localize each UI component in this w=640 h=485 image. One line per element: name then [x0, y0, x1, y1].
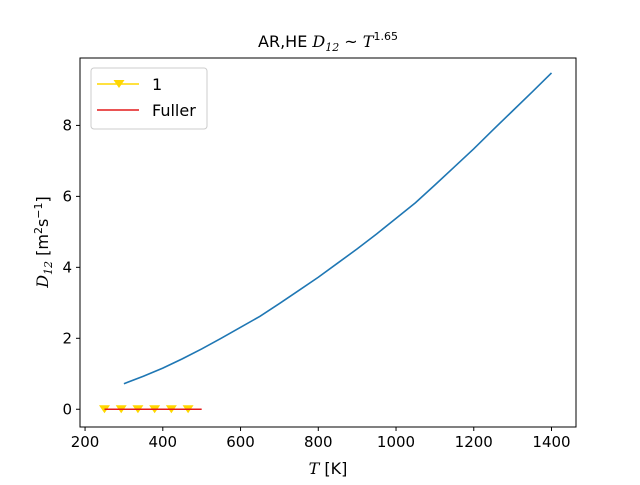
x-tick-label: 200: [71, 433, 100, 451]
x-tick-label: 1200: [455, 433, 493, 451]
y-axis-label: D12 [m2s−1]: [32, 196, 55, 289]
x-axis-label-unit: [K]: [319, 459, 347, 478]
title-rel: ~: [339, 32, 363, 51]
y-axis-label-sup1: 2: [32, 227, 45, 234]
x-tick-label: 1400: [532, 433, 570, 451]
y-axis-label-sup2: −1: [32, 202, 45, 218]
y-axis-label-unit-close: ]: [33, 196, 52, 202]
y-tick-label: 6: [62, 187, 72, 205]
title-base: T: [363, 32, 375, 51]
y-axis-label-sub: 12: [42, 261, 55, 275]
title-prefix: AR,HE: [258, 32, 312, 51]
data-point-marker: [98, 405, 110, 414]
y-axis-label-unit-mid: s: [33, 219, 52, 227]
y-tick-label: 8: [62, 116, 72, 134]
x-tick-label: 600: [226, 433, 255, 451]
y-axis-label-unit-open: [m: [33, 234, 52, 261]
y-axis-label-var: D: [33, 275, 52, 289]
x-tick-label: 800: [304, 433, 333, 451]
plot-area: [98, 72, 553, 414]
chart-title: AR,HE D12 ~ T1.65: [258, 30, 398, 54]
title-sub: 12: [325, 41, 339, 54]
y-tick-label: 2: [62, 329, 72, 347]
legend-label-fuller: Fuller: [152, 101, 196, 120]
axes-frame: [79, 57, 577, 428]
title-exp: 1.65: [373, 30, 398, 43]
legend-label-series-1: 1: [152, 75, 162, 94]
x-tick-label: 1000: [377, 433, 415, 451]
legend: 1 Fuller: [90, 67, 208, 130]
y-tick-label: 0: [62, 400, 72, 418]
x-axis-label-var: T: [309, 459, 321, 478]
title-var: D: [311, 32, 325, 51]
axis-ticks: 200 400 600 800 1000 1200 1400 0 2 4 6 8: [62, 116, 570, 451]
y-tick-label: 4: [62, 258, 72, 276]
x-axis-label: T [K]: [309, 459, 348, 478]
legend-marker-series-1: [113, 80, 125, 88]
series-line-trend: [123, 72, 553, 385]
x-tick-label: 400: [148, 433, 177, 451]
